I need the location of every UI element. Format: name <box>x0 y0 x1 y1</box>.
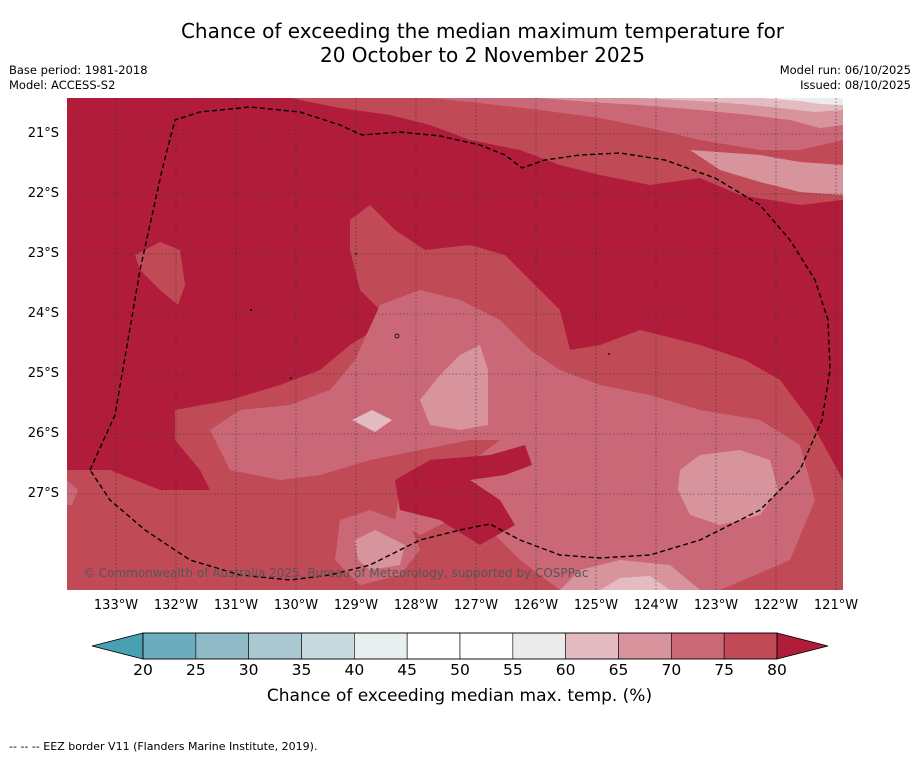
issued-date: Issued: 08/10/2025 <box>800 78 911 92</box>
longitude-label: 126°W <box>513 598 559 613</box>
latitude-label: 21°S <box>27 126 59 141</box>
eez-legend: -- -- -- EEZ border V11 (Flanders Marine… <box>9 740 318 753</box>
colorbar-segment <box>512 632 566 660</box>
islands <box>250 253 610 379</box>
meta-right: Model run: 06/10/2025 Issued: 08/10/2025 <box>780 63 911 93</box>
band-65-70-southeast-blob <box>560 560 700 590</box>
band-70-75-central <box>210 290 815 590</box>
longitude-label: 123°W <box>693 598 739 613</box>
band-80-intrusion-south <box>395 445 532 545</box>
model-name: Model: ACCESS-S2 <box>9 78 116 92</box>
colorbar-frame <box>142 632 778 660</box>
colorbar-tick-label: 25 <box>185 661 206 679</box>
band-65-70-central-blob <box>420 345 488 430</box>
colorbar-tick-label: 55 <box>502 661 523 679</box>
colorbar-tick-label: 75 <box>714 661 735 679</box>
band-60-65-small-blob <box>352 410 392 432</box>
longitude-label: 132°W <box>153 598 199 613</box>
island-marker-4 <box>290 377 292 379</box>
colorbar-tick-label: 30 <box>238 661 259 679</box>
colorbar-segment <box>142 632 197 660</box>
eez-border <box>89 106 831 581</box>
chart-title-line2: 20 October to 2 November 2025 <box>319 43 646 67</box>
band-75-80-west-blob <box>135 242 185 305</box>
colorbar-label: Chance of exceeding median max. temp. (%… <box>266 686 653 706</box>
band-55-60-corner <box>760 98 843 105</box>
latitude-label: 22°S <box>27 186 59 201</box>
longitude-label: 131°W <box>213 598 259 613</box>
band-60-65-south <box>600 576 670 590</box>
colorbar-over-arrow <box>776 632 829 660</box>
longitude-label: 127°W <box>453 598 499 613</box>
model-run: Model run: 06/10/2025 <box>779 63 911 77</box>
colorbar-segment <box>406 632 461 660</box>
colorbar-tick-label: 60 <box>555 661 576 679</box>
copyright-text: © Commonwealth of Australia 2025, Bureau… <box>83 566 589 580</box>
island-marker-3 <box>608 353 610 355</box>
colorbar-segment <box>671 632 725 660</box>
colorbar-segment <box>618 632 672 660</box>
colorbar-segment <box>195 632 249 660</box>
longitude-label: 128°W <box>393 598 439 613</box>
colorbar-under-arrow <box>91 632 144 660</box>
longitude-label: 129°W <box>333 598 379 613</box>
longitude-label: 124°W <box>633 598 679 613</box>
colorbar-tick-label: 70 <box>661 661 682 679</box>
latitude-label: 27°S <box>27 486 59 501</box>
colorbar-segment <box>565 632 619 660</box>
latitude-label: 24°S <box>27 306 59 321</box>
graticule <box>67 98 843 590</box>
colorbar-tick-label: 40 <box>344 661 365 679</box>
chart-title-line1: Chance of exceeding the median maximum t… <box>180 19 785 43</box>
base-period: Base period: 1981-2018 <box>9 63 148 77</box>
island-marker-2 <box>394 333 400 339</box>
latitude-label: 25°S <box>27 366 59 381</box>
colorbar-segment <box>723 632 778 660</box>
band-65-70-south-blob <box>355 530 405 570</box>
colorbar <box>91 632 829 660</box>
island-marker-1 <box>250 309 252 311</box>
colorbar-segment <box>459 632 514 660</box>
colorbar-tick-label: 45 <box>397 661 418 679</box>
colorbar-segments <box>142 632 778 660</box>
longitude-label: 122°W <box>753 598 799 613</box>
colorbar-segment <box>248 632 302 660</box>
band-70-75-west-tip <box>67 480 78 505</box>
longitude-label: 133°W <box>93 598 139 613</box>
latitude-label: 23°S <box>27 246 59 261</box>
meta-left: Base period: 1981-2018 Model: ACCESS-S2 <box>9 63 148 93</box>
band-65-70-east-blob <box>678 450 778 525</box>
colorbar-tick-label: 20 <box>133 661 153 679</box>
band-65-70-ne-strip <box>690 150 843 195</box>
colorbar-tick-label: 65 <box>608 661 629 679</box>
colorbar-segment <box>354 632 408 660</box>
longitude-label: 130°W <box>273 598 319 613</box>
band-60-65-northeast <box>640 98 843 112</box>
longitude-label: 125°W <box>573 598 619 613</box>
colorbar-segment <box>301 632 355 660</box>
longitude-label: 121°W <box>813 598 859 613</box>
island-marker-5 <box>355 253 357 255</box>
colorbar-tick-label: 50 <box>450 661 470 679</box>
colorbar-tick-label: 35 <box>291 661 312 679</box>
probability-field <box>67 98 843 590</box>
latitude-label: 26°S <box>27 426 59 441</box>
colorbar-tick-label: 80 <box>767 661 787 679</box>
